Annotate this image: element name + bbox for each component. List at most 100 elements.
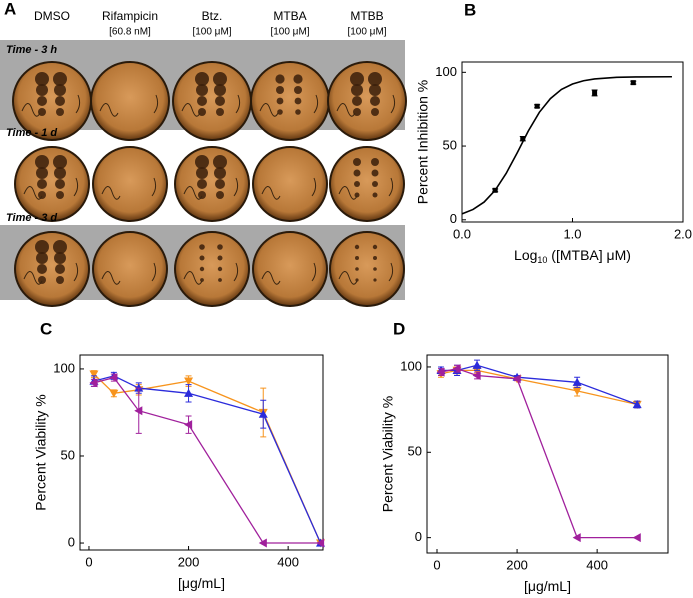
time-label: Time - 3 d <box>6 212 57 224</box>
plate <box>16 233 88 305</box>
colony-spot <box>196 84 208 96</box>
colony-spot <box>36 252 48 264</box>
handwriting <box>101 262 157 285</box>
colony-spot <box>35 240 49 254</box>
series-line <box>441 364 638 406</box>
data-point <box>534 103 540 109</box>
data-point <box>316 538 325 548</box>
x-tick-label: 400 <box>277 554 299 569</box>
colony-spot <box>373 267 377 271</box>
colony-spot <box>370 96 380 106</box>
colony-spot <box>354 192 360 198</box>
y-tick-label: 100 <box>435 64 457 79</box>
colony-spot <box>354 181 360 187</box>
colony-spot <box>353 158 361 166</box>
plate <box>331 148 403 220</box>
handwriting <box>183 177 239 200</box>
x-axis-label-part: [μg/mL] <box>178 575 225 591</box>
colony-spot <box>371 108 379 116</box>
handwriting <box>23 177 79 200</box>
colony-spot <box>55 96 65 106</box>
data-point <box>632 533 641 543</box>
colony-spot <box>213 155 227 169</box>
series-line <box>93 376 321 544</box>
colony-spot <box>352 96 362 106</box>
colony-spot <box>38 276 46 284</box>
colony-spot <box>214 167 226 179</box>
column-header: Rifampicin <box>102 9 158 23</box>
colony-spot <box>355 267 359 271</box>
colony-spot <box>372 192 378 198</box>
data-point <box>184 420 193 430</box>
data-point <box>89 370 99 379</box>
colony-spot <box>197 96 207 106</box>
handwriting <box>338 262 394 285</box>
colony-spot <box>218 278 222 282</box>
plate <box>252 63 328 139</box>
colony-spot <box>373 278 377 282</box>
data-point <box>184 377 194 386</box>
data-point <box>436 367 445 377</box>
handwriting <box>261 177 317 200</box>
plate <box>174 63 250 139</box>
colony-spot <box>53 72 67 86</box>
data-point <box>472 370 481 380</box>
series-line <box>93 373 322 544</box>
colony-spot <box>371 169 379 177</box>
colony-spot <box>372 244 378 250</box>
data-point <box>184 388 194 397</box>
colony-spot <box>54 84 66 96</box>
plot-frame <box>426 354 669 554</box>
panel-letter: B <box>464 0 476 19</box>
x-axis-label-part: ([MTBA] μM) <box>547 247 631 263</box>
column-dose: [100 μM] <box>192 27 231 38</box>
panel-letter: A <box>4 0 16 18</box>
x-axis-label: Log10 ([MTBA] μM) <box>514 247 631 266</box>
colony-spot <box>35 72 49 86</box>
y-tick-label: 50 <box>408 444 422 459</box>
x-axis-label-part: Log <box>514 247 537 263</box>
y-axis-label: Percent Inhibition % <box>415 80 431 205</box>
data-point <box>492 187 498 193</box>
colony-spot <box>369 84 381 96</box>
panel-letter: D <box>393 319 405 338</box>
plate <box>331 233 403 305</box>
handwriting <box>259 94 319 117</box>
colony-spot <box>56 108 64 116</box>
handwriting <box>183 262 239 285</box>
plate <box>176 233 248 305</box>
handwriting <box>23 262 79 285</box>
x-axis-label-part: [μg/mL] <box>524 578 571 594</box>
colony-spot <box>217 244 223 250</box>
colony-spot <box>216 191 224 199</box>
colony-spot <box>368 72 382 86</box>
fit-curve <box>461 75 672 215</box>
plate <box>94 148 166 220</box>
column-dose: [100 μM] <box>270 27 309 38</box>
x-axis-label: [μg/mL] <box>178 575 225 591</box>
colony-spot <box>276 86 284 94</box>
handwriting <box>181 94 241 117</box>
colony-spot <box>199 266 205 272</box>
data-point <box>258 538 267 548</box>
colony-spot <box>197 179 207 189</box>
data-point <box>258 409 268 418</box>
colony-spot <box>294 86 302 94</box>
colony-spot <box>56 276 64 284</box>
plate <box>94 233 166 305</box>
y-tick-label: 0 <box>68 534 75 549</box>
colony-spot <box>53 240 67 254</box>
colony-spot <box>56 191 64 199</box>
colony-spot <box>38 191 46 199</box>
data-point <box>572 377 582 386</box>
plot-frame <box>461 61 684 223</box>
y-tick-label: 50 <box>61 447 75 462</box>
chart: C 0 50 100 0 200 400 Percent Viability % [μg/mL] <box>33 319 326 591</box>
y-tick-label: 50 <box>443 137 457 152</box>
colony-spot <box>214 84 226 96</box>
data-point <box>572 387 582 396</box>
data-point <box>472 360 482 369</box>
colony-spot <box>355 278 359 282</box>
y-axis-label: Percent Viability % <box>33 394 49 510</box>
plate <box>176 148 248 220</box>
